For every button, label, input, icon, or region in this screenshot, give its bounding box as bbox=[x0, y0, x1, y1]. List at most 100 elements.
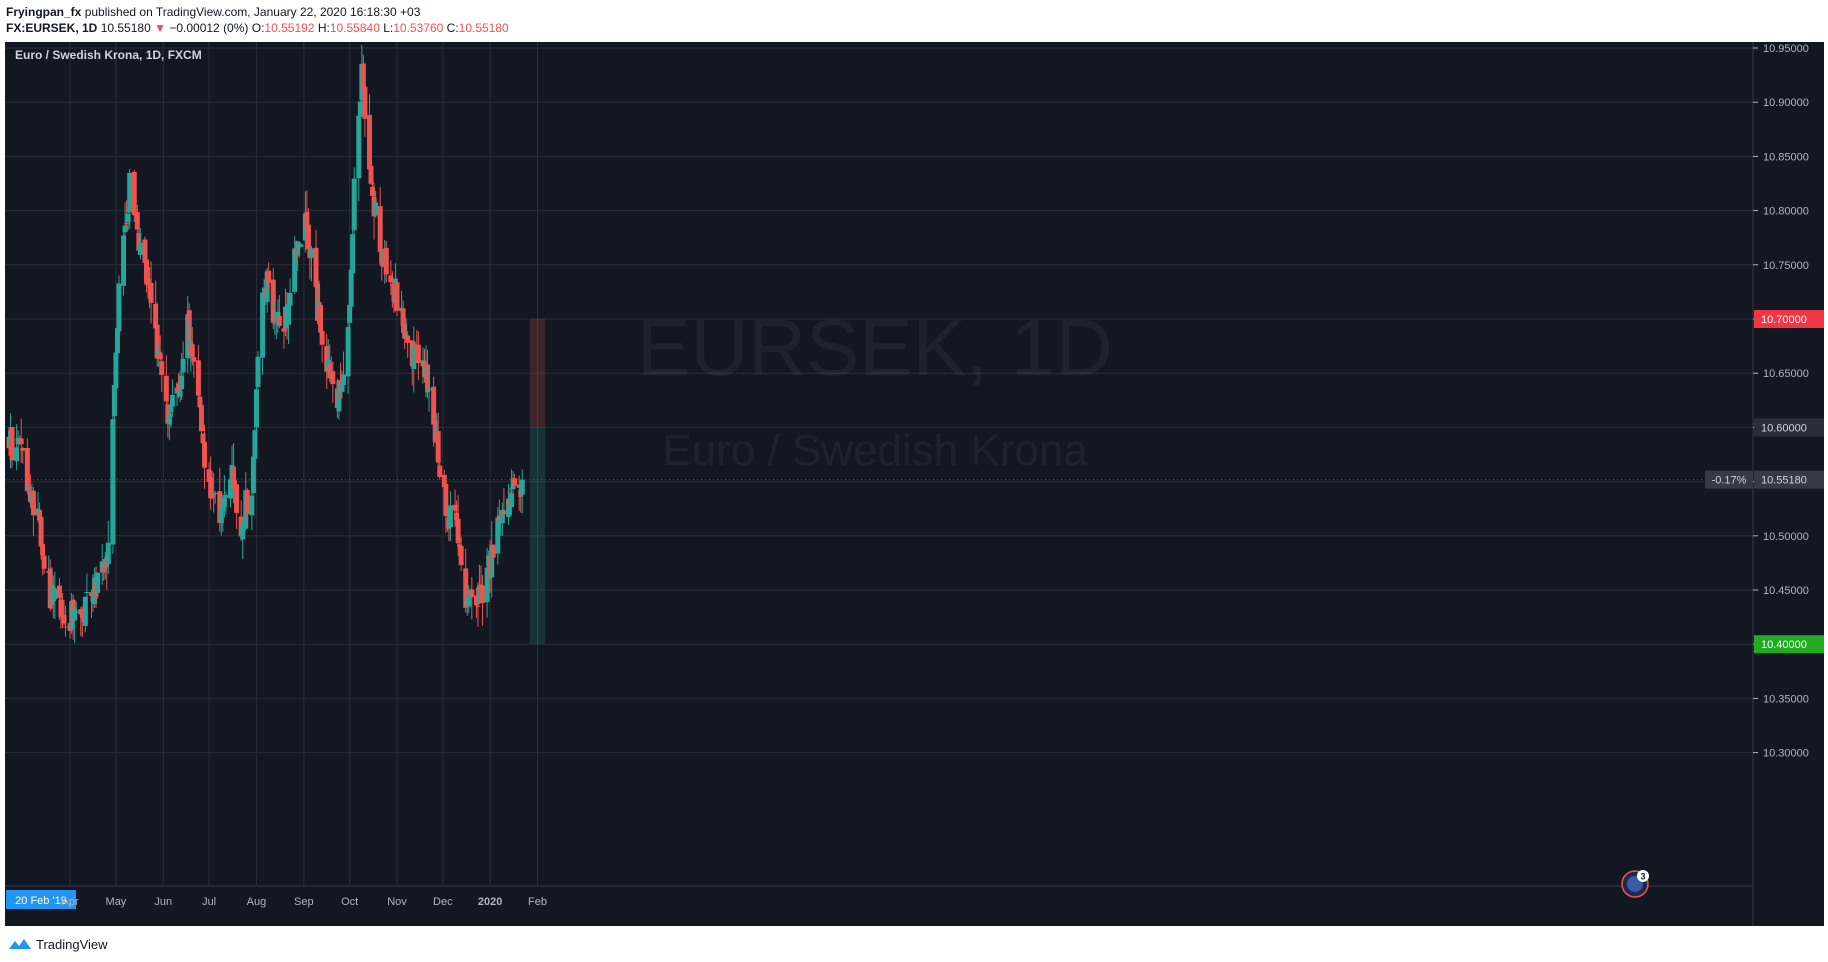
candle-body bbox=[437, 465, 443, 478]
candle-body bbox=[113, 352, 119, 389]
y-tick-label: 10.45000 bbox=[1763, 585, 1809, 597]
candle-body bbox=[209, 494, 215, 498]
candle-body bbox=[454, 513, 460, 521]
candle-body bbox=[305, 224, 311, 250]
candlestick-chart[interactable]: EURSEK, 1D Euro / Swedish Krona 10.95000… bbox=[5, 42, 1824, 926]
candles bbox=[6, 44, 525, 644]
candle-body bbox=[180, 358, 186, 373]
price-change: −0.00012 (0%) bbox=[169, 21, 249, 35]
candle-body bbox=[501, 510, 507, 515]
x-tick-label: Nov bbox=[387, 896, 407, 908]
stop-price-label-bg bbox=[1754, 310, 1824, 328]
candle-body bbox=[447, 505, 453, 528]
candle-body bbox=[415, 344, 421, 364]
candle-body bbox=[476, 586, 482, 604]
candle-body bbox=[148, 282, 154, 303]
candle-body bbox=[30, 490, 36, 516]
publish-info: Fryingpan_fx published on TradingView.co… bbox=[6, 5, 420, 19]
symbol-interval: FX:EURSEK, 1D bbox=[6, 21, 98, 35]
y-tick-label: 10.80000 bbox=[1763, 206, 1809, 218]
event-count: 3 bbox=[1640, 872, 1645, 882]
candle-body bbox=[191, 357, 197, 362]
candle-body bbox=[405, 335, 411, 343]
y-tick-label: 10.75000 bbox=[1763, 260, 1809, 272]
candle-body bbox=[475, 605, 481, 607]
candle-body bbox=[318, 305, 324, 333]
candle-body bbox=[249, 495, 255, 516]
candle-body bbox=[496, 515, 502, 521]
candle-body bbox=[176, 383, 182, 393]
y-tick-label: 10.95000 bbox=[1763, 43, 1809, 55]
candle-body bbox=[490, 544, 496, 558]
candle-body bbox=[457, 544, 463, 547]
events-badge[interactable]: 3 bbox=[1621, 870, 1649, 898]
candle-body bbox=[313, 247, 319, 288]
take-profit-zone bbox=[529, 427, 546, 645]
x-tick-label: Aug bbox=[247, 896, 267, 908]
candle-body bbox=[362, 86, 368, 119]
x-tick-label: May bbox=[106, 896, 127, 908]
candle-body bbox=[394, 282, 400, 311]
x-tick-label: Apr bbox=[62, 896, 79, 908]
brand-name: TradingView bbox=[36, 936, 108, 952]
candle-body bbox=[469, 589, 475, 597]
candle-body bbox=[435, 431, 441, 463]
candle-body bbox=[105, 542, 111, 564]
candle-body bbox=[122, 225, 128, 233]
candle-body bbox=[348, 269, 354, 307]
symbol-info-line: FX:EURSEK, 1D 10.55180 ▼ −0.00012 (0%) O… bbox=[6, 21, 509, 35]
candle-body bbox=[499, 509, 505, 523]
candle-body bbox=[441, 474, 447, 488]
candle-body bbox=[212, 493, 218, 495]
close-value: 10.55180 bbox=[458, 21, 509, 35]
candle-body bbox=[273, 319, 279, 321]
change-percent-bg bbox=[1705, 470, 1753, 489]
candle-body bbox=[15, 437, 21, 444]
candle-body bbox=[111, 384, 117, 416]
candle-body bbox=[220, 506, 226, 511]
close-label: C: bbox=[446, 21, 459, 35]
price-labels: 10.70000 10.60000 10.40000 -0.17% 10.55180 bbox=[5, 310, 1824, 654]
candle-body bbox=[20, 447, 26, 451]
candle-body bbox=[383, 247, 389, 275]
cursor-date-badge bbox=[6, 890, 76, 909]
candle-body bbox=[177, 390, 183, 397]
candle-body bbox=[240, 525, 246, 540]
candle-body bbox=[124, 223, 130, 225]
footer: TradingView bbox=[5, 926, 1824, 962]
publish-text: published on TradingView.com, January 22… bbox=[84, 5, 421, 19]
candle-body bbox=[157, 353, 163, 360]
candle-body bbox=[466, 594, 472, 607]
x-tick-label: 2020 bbox=[478, 896, 502, 908]
candle-body bbox=[489, 544, 495, 578]
candle-body bbox=[336, 380, 342, 412]
open-label: O: bbox=[251, 21, 265, 35]
candle-body bbox=[218, 508, 224, 523]
candle-body bbox=[73, 610, 79, 613]
low-value: 10.53760 bbox=[393, 21, 444, 35]
last-price-label-bg bbox=[1754, 470, 1824, 489]
candle-body bbox=[324, 346, 330, 372]
candle-body bbox=[153, 304, 159, 329]
candle-body bbox=[388, 275, 394, 283]
author-name[interactable]: Fryingpan_fx bbox=[6, 5, 82, 19]
candle-body bbox=[443, 484, 449, 516]
candle-body bbox=[295, 241, 301, 256]
position-zones[interactable] bbox=[529, 319, 546, 645]
candle-body bbox=[286, 304, 292, 325]
candle-body bbox=[253, 389, 259, 428]
tradingview-logo[interactable]: TradingView bbox=[8, 937, 108, 952]
y-tick-label: 10.35000 bbox=[1763, 693, 1809, 705]
candle-body bbox=[56, 585, 62, 599]
y-tick-label: 10.85000 bbox=[1763, 151, 1809, 163]
candle-body bbox=[9, 427, 15, 461]
candle-body bbox=[512, 478, 518, 486]
candle-body bbox=[444, 513, 450, 516]
candle-body bbox=[516, 484, 522, 488]
chart-area[interactable]: EURSEK, 1D Euro / Swedish Krona 10.95000… bbox=[5, 42, 1824, 926]
candle-body bbox=[95, 572, 101, 593]
candle-body bbox=[110, 419, 116, 545]
candle-body bbox=[82, 596, 88, 626]
target-price-label-bg bbox=[1754, 635, 1824, 654]
